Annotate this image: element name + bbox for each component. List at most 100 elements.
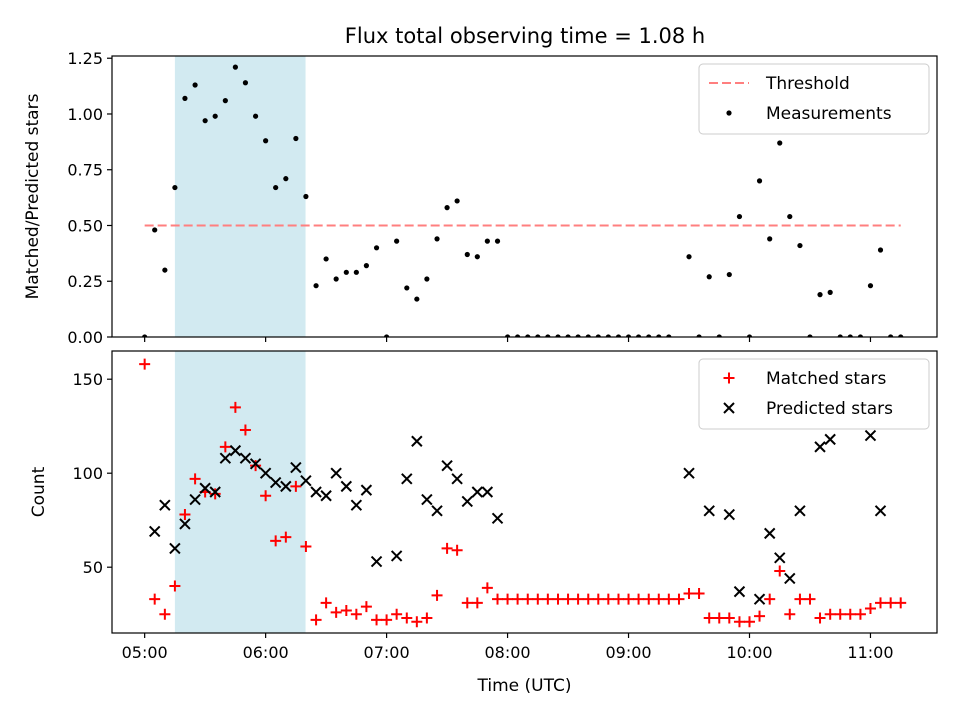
matched-point bbox=[290, 480, 302, 492]
measurement-point bbox=[242, 80, 249, 86]
matched-point bbox=[522, 593, 534, 605]
predicted-point bbox=[784, 572, 796, 585]
measurement-point bbox=[353, 269, 359, 275]
measurement-point bbox=[535, 334, 541, 337]
matched-point bbox=[542, 593, 554, 605]
matched-point bbox=[784, 608, 796, 620]
x-tick-label: 07:00 bbox=[364, 643, 410, 662]
measurement-point bbox=[404, 285, 410, 291]
predicted-point bbox=[159, 499, 171, 511]
matched-point bbox=[673, 593, 685, 605]
matched-point bbox=[330, 606, 342, 618]
matched-point bbox=[381, 614, 393, 626]
predicted-point bbox=[229, 444, 242, 457]
measurement-point bbox=[494, 238, 501, 244]
measurement-point bbox=[152, 227, 158, 233]
measurement-point bbox=[142, 334, 148, 337]
matched-point bbox=[350, 608, 362, 620]
matched-point bbox=[643, 593, 655, 605]
measurement-point bbox=[726, 271, 732, 278]
predicted-point bbox=[451, 473, 463, 485]
matched-point bbox=[280, 531, 292, 543]
measurement-point bbox=[202, 118, 208, 124]
matched-point bbox=[824, 608, 836, 620]
plot-area bbox=[139, 358, 907, 628]
predicted-point bbox=[411, 435, 423, 447]
measurement-point bbox=[807, 334, 813, 337]
measurement-point bbox=[373, 245, 380, 251]
measurement-point bbox=[817, 292, 823, 298]
matched-point bbox=[320, 597, 332, 609]
plot-area bbox=[142, 64, 904, 337]
matched-point bbox=[592, 593, 604, 605]
measurement-point bbox=[666, 334, 672, 337]
legend-label: Predicted stars bbox=[766, 399, 893, 419]
measurement-point bbox=[847, 334, 853, 337]
predicted-point bbox=[763, 527, 776, 540]
measurement-point bbox=[222, 98, 228, 104]
y-axis-label: Matched/Predicted stars bbox=[23, 93, 43, 299]
y-tick-label: 1.25 bbox=[67, 49, 103, 68]
matched-point bbox=[683, 588, 695, 600]
matched-point bbox=[713, 612, 725, 624]
measurement-point bbox=[656, 334, 662, 337]
predicted-point bbox=[360, 484, 373, 496]
predicted-point bbox=[189, 493, 201, 506]
predicted-point bbox=[259, 467, 272, 479]
matched-point bbox=[492, 593, 504, 605]
measurement-point bbox=[283, 176, 289, 182]
matched-point bbox=[461, 597, 473, 609]
predicted-point bbox=[471, 486, 484, 498]
matched-point bbox=[149, 593, 161, 605]
predicted-point bbox=[320, 490, 332, 502]
matched-point bbox=[360, 601, 372, 613]
x-tick-label: 06:00 bbox=[243, 643, 289, 662]
predicted-point bbox=[199, 482, 211, 494]
matched-point bbox=[340, 604, 352, 616]
measurement-point bbox=[746, 334, 753, 337]
predicted-point bbox=[461, 495, 473, 508]
matched-point bbox=[371, 614, 383, 626]
matched-point bbox=[693, 588, 705, 600]
measurement-point bbox=[434, 236, 440, 242]
matched-point bbox=[270, 535, 282, 547]
measurement-point bbox=[273, 184, 279, 191]
predicted-point bbox=[723, 508, 736, 521]
measurement-point bbox=[716, 334, 722, 337]
predicted-point bbox=[814, 441, 826, 453]
legend-predicted-swatch bbox=[723, 402, 735, 414]
predicted-point bbox=[401, 473, 413, 485]
matched-point bbox=[481, 582, 493, 594]
matched-point bbox=[391, 608, 403, 620]
measurement-point bbox=[394, 238, 400, 244]
predicted-point bbox=[874, 505, 887, 517]
matched-point bbox=[300, 541, 312, 553]
measurement-point bbox=[686, 254, 692, 260]
predicted-point bbox=[774, 552, 786, 564]
y-tick-label: 0.75 bbox=[67, 161, 103, 180]
series-predicted-stars bbox=[148, 429, 887, 605]
predicted-point bbox=[179, 518, 191, 530]
matched-point bbox=[623, 593, 635, 605]
legend-measurement-swatch bbox=[726, 110, 732, 116]
measurement-point bbox=[343, 269, 349, 275]
measurement-point bbox=[595, 334, 601, 337]
measurement-point bbox=[545, 334, 551, 337]
measurement-point bbox=[867, 283, 874, 289]
measurement-point bbox=[504, 334, 511, 337]
predicted-point bbox=[390, 550, 403, 562]
matched-point bbox=[219, 441, 231, 453]
matched-point bbox=[239, 424, 251, 436]
predicted-point bbox=[148, 525, 161, 538]
figure-title: Flux total observing time = 1.08 h bbox=[345, 24, 705, 48]
legend-label: Matched stars bbox=[766, 369, 886, 389]
y-tick-label: 0.25 bbox=[67, 272, 103, 291]
y-tick-label: 150 bbox=[72, 370, 103, 389]
measurement-point bbox=[635, 334, 642, 337]
measurement-point bbox=[263, 138, 269, 144]
measurement-point bbox=[837, 334, 843, 337]
measurement-point bbox=[706, 274, 712, 280]
matched-point bbox=[703, 612, 715, 624]
y-tick-label: 1.00 bbox=[67, 105, 103, 124]
matched-point bbox=[139, 358, 151, 370]
